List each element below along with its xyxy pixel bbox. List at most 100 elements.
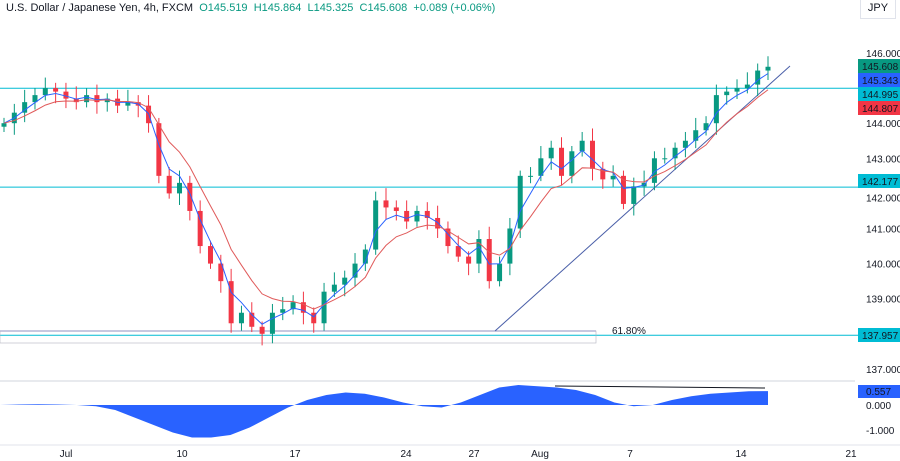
candle-body — [73, 98, 79, 103]
candle-body — [373, 200, 379, 250]
divergence-line — [554, 385, 766, 389]
candle-body — [620, 175, 626, 204]
time-tick: 7 — [627, 449, 633, 460]
candle-body — [32, 95, 38, 103]
candle-body — [414, 210, 420, 222]
price-label: 144.807 — [862, 104, 899, 115]
price-tick: 137.000 — [866, 365, 900, 376]
candle-body — [734, 88, 740, 92]
candle-body — [569, 151, 575, 176]
level-label-bg — [858, 174, 900, 188]
price-tick: 143.000 — [866, 154, 900, 165]
candle-body — [610, 175, 616, 180]
time-tick: 24 — [400, 449, 412, 460]
candle-body — [321, 291, 327, 324]
fib-label: 61.80% — [612, 326, 646, 337]
candle-body — [53, 88, 59, 92]
candle-body — [228, 281, 234, 324]
candle-body — [466, 256, 472, 264]
candle-body — [538, 158, 544, 176]
candle-body — [207, 246, 213, 264]
candle-body — [693, 130, 699, 141]
price-label-bg — [858, 73, 900, 87]
close-value: C145.608 — [359, 2, 408, 14]
candle-body — [404, 210, 410, 222]
level-label-bg — [858, 87, 900, 101]
slow-ma-line — [3, 89, 769, 310]
candle-body — [22, 102, 28, 113]
candle-body — [84, 95, 90, 103]
candle-body — [352, 263, 358, 278]
candle-body — [383, 200, 389, 208]
candle-body — [548, 147, 554, 159]
time-tick: 14 — [735, 449, 747, 460]
candle-body — [589, 140, 595, 169]
candle-body — [238, 312, 244, 324]
candle-body — [579, 140, 585, 152]
candle-body — [393, 207, 399, 211]
time-tick: 17 — [289, 449, 301, 460]
time-tick: 27 — [468, 449, 480, 460]
candle-body — [517, 175, 523, 229]
price-label-bg — [858, 59, 900, 73]
candle-body — [342, 277, 348, 285]
candle-body — [1, 123, 7, 127]
candle-body — [682, 140, 688, 148]
oscillator-last-value: 0.557 — [866, 387, 891, 398]
oscillator-label-bg — [858, 385, 900, 398]
candle-body — [744, 84, 750, 89]
candle-body — [662, 158, 668, 160]
candle-body — [259, 326, 265, 334]
time-tick: 10 — [176, 449, 188, 460]
candle-body — [455, 246, 461, 257]
trendline — [494, 65, 791, 332]
oscillator-tick: -1.000 — [866, 426, 895, 437]
price-tick: 142.000 — [866, 193, 900, 204]
price-label: 145.343 — [862, 76, 899, 87]
candle-body — [280, 309, 286, 313]
currency-button[interactable]: JPY — [860, 0, 896, 19]
candle-body — [166, 175, 172, 194]
low-value: L145.325 — [307, 2, 354, 14]
open-value: O145.519 — [199, 2, 248, 14]
candle-body — [424, 210, 430, 218]
chart-title: U.S. Dollar / Japanese Yen, 4h, FXCM O14… — [6, 2, 495, 14]
change-value: +0.089 (+0.06%) — [413, 2, 496, 14]
oscillator-area — [0, 385, 768, 438]
oscillator-tick: 0.000 — [866, 401, 891, 412]
candle-body — [724, 91, 730, 96]
price-tick: 144.000 — [866, 119, 900, 130]
level-label-bg — [858, 328, 900, 342]
candle-body — [765, 66, 771, 71]
candle-body — [703, 123, 709, 131]
candle-body — [218, 263, 224, 282]
candle-body — [631, 186, 637, 204]
candle-body — [331, 284, 337, 292]
candle-body — [156, 123, 162, 176]
time-tick: Aug — [531, 449, 549, 460]
candle-body — [755, 70, 761, 85]
time-tick: 21 — [845, 449, 857, 460]
candle-body — [497, 263, 503, 282]
candle-body — [42, 88, 48, 96]
candle-body — [486, 239, 492, 282]
candle-body — [600, 168, 606, 180]
price-tick: 141.000 — [866, 225, 900, 236]
candle-body — [94, 95, 100, 103]
level-label: 142.177 — [862, 177, 899, 188]
price-label-bg — [858, 101, 900, 115]
candle-body — [528, 175, 534, 177]
price-tick: 139.000 — [866, 295, 900, 306]
candle-body — [445, 228, 451, 247]
candle-body — [672, 147, 678, 159]
price-tick: 140.000 — [866, 260, 900, 271]
level-label: 137.957 — [862, 331, 899, 342]
candle-body — [187, 182, 193, 211]
time-tick: Jul — [60, 449, 73, 460]
candle-body — [300, 302, 306, 313]
candle-body — [290, 302, 296, 310]
high-value: H145.864 — [253, 2, 302, 14]
symbol-label: U.S. Dollar / Japanese Yen, 4h, FXCM — [6, 2, 194, 14]
candle-body — [435, 217, 441, 229]
